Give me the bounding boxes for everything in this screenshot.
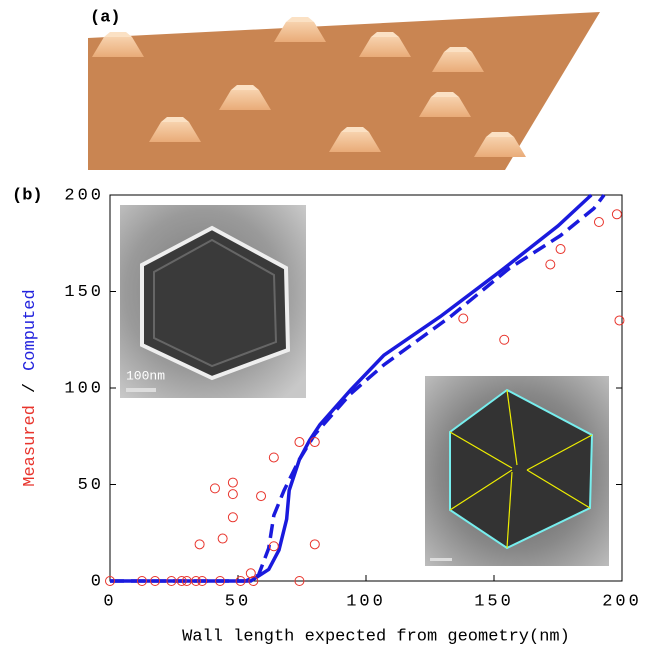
data-point [191,576,202,586]
data-point [217,533,228,544]
data-point [166,576,177,586]
data-point [227,477,238,488]
y-tick-label: 200 [64,186,104,205]
data-point [499,334,510,345]
pyramid [419,97,471,117]
data-point [294,437,305,448]
x-tick-label: 50 [225,592,251,611]
pyramid [92,37,144,57]
data-point [235,576,246,586]
data-point [268,452,279,463]
y-tick-label: 50 [78,476,104,495]
pyramid-top [161,117,189,122]
data-point [256,491,267,502]
pyramids [92,17,526,157]
pyramid [359,37,411,57]
pyramid-top [444,47,472,52]
y-tick-label: 150 [64,283,104,302]
x-tick-label: 150 [474,592,514,611]
pyramid-top [286,17,314,22]
data-point [227,512,238,523]
pyramid [474,137,526,157]
pyramid-top [371,32,399,37]
data-point [176,576,187,586]
x-tick-label: 100 [346,592,386,611]
panel-a-render [88,12,600,170]
x-axis-label: Wall length expected from geometry(nm) [182,627,570,646]
pyramid [219,90,271,110]
data-point [227,489,238,500]
data-point [248,576,259,586]
pyramid [274,22,326,42]
pyramid-top [431,92,459,97]
pyramid [329,132,381,152]
plate [88,12,600,170]
y-tick-label: 100 [64,379,104,398]
pyramid [149,122,201,142]
x-tick-label: 200 [602,592,642,611]
data-point [611,209,622,220]
data-point [245,568,256,579]
data-point [614,315,625,326]
data-point [309,437,320,448]
data-point [593,217,604,228]
data-point [194,539,205,550]
y-label-part: Computed [21,289,40,371]
curve [110,193,606,583]
panel-label: (a) [90,8,121,27]
data-point [309,539,320,550]
pyramid-top [104,32,132,37]
data-point [555,244,566,255]
data-point [458,313,469,324]
panel-label: (b) [12,186,43,205]
y-label-part: / [21,383,40,393]
data-point [268,541,279,552]
x-tick-label: 0 [103,592,116,611]
data-point [197,576,208,586]
data-point [105,576,115,586]
y-axis-label: Measured / Computed [21,289,40,486]
data-point [294,576,305,586]
pyramid-top [486,132,514,137]
pyramid [432,52,484,72]
data-point [137,576,147,586]
pyramid-top [231,85,259,90]
scale-label: 100nm [126,368,165,383]
data-point [150,576,161,586]
plot-area: 0 50 100 150 200 0 50 100 150 200 Wall length expe… [21,186,642,646]
y-tick-label: 0 [91,572,104,591]
inset-micrograph [425,376,609,566]
inset-micrograph: 100nm [120,205,306,398]
y-label-part: Measured [21,405,40,487]
pyramid-top [341,127,369,132]
data-point [209,483,220,494]
data-point [545,259,556,270]
data-point [215,576,226,586]
